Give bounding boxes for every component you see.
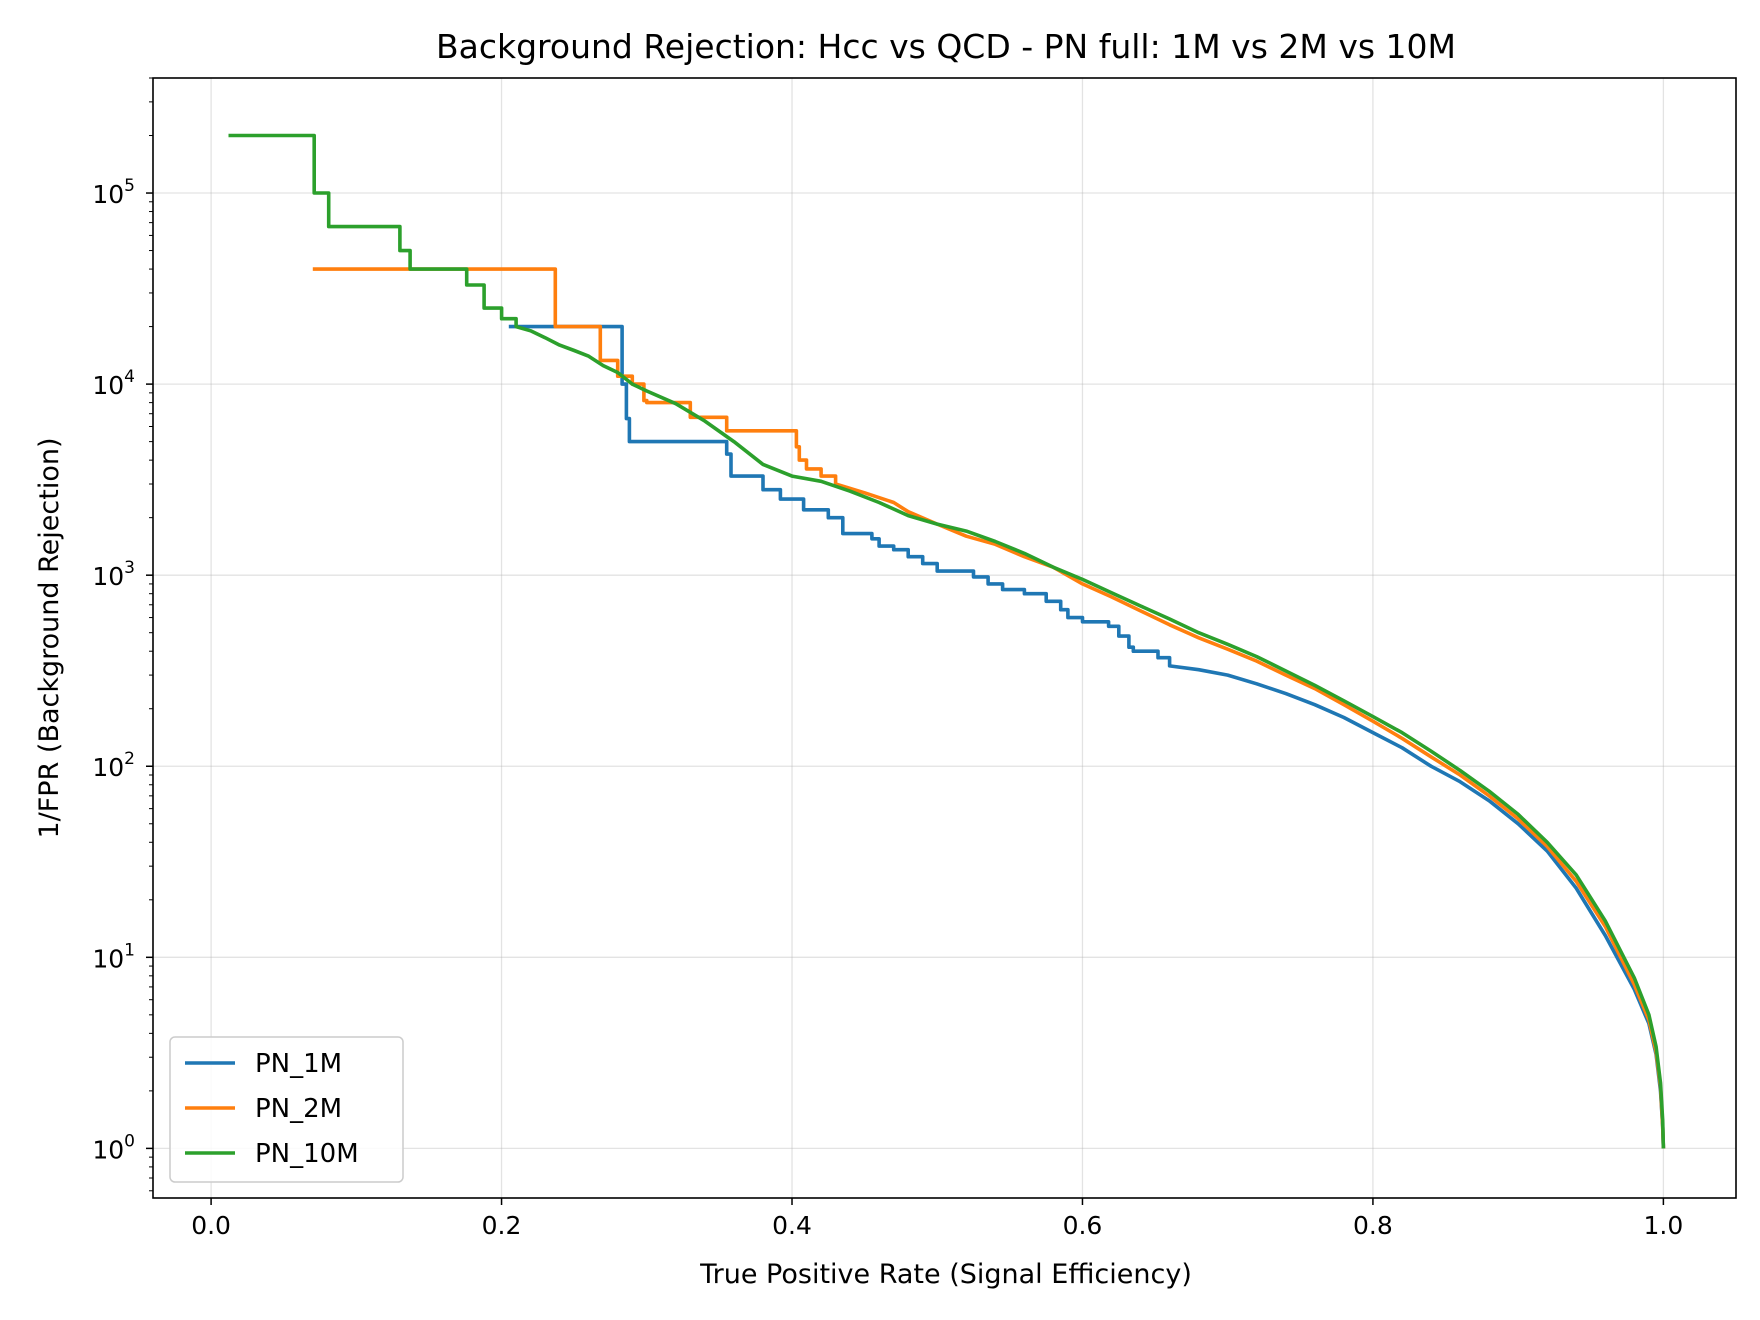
grid-lines bbox=[153, 78, 1736, 1198]
y-tick-base: 10 bbox=[92, 944, 124, 973]
y-tick-base: 10 bbox=[92, 1135, 124, 1164]
y-tick-exponent: 5 bbox=[124, 176, 135, 196]
y-tick-label: 102 bbox=[92, 749, 135, 782]
legend-label: PN_10M bbox=[255, 1139, 359, 1169]
y-tick-base: 10 bbox=[92, 753, 124, 782]
series-line-pn-2m bbox=[312, 267, 1666, 1149]
series-line-pn-1m bbox=[508, 324, 1666, 1149]
y-axis-label: 1/FPR (Background Rejection) bbox=[34, 438, 65, 839]
x-tick-label: 0.4 bbox=[772, 1211, 812, 1240]
y-tick-base: 10 bbox=[92, 562, 124, 591]
y-tick-exponent: 2 bbox=[124, 749, 135, 769]
x-tick-label: 1.0 bbox=[1644, 1211, 1684, 1240]
y-tick-exponent: 3 bbox=[124, 558, 135, 578]
x-tick-label: 0.8 bbox=[1353, 1211, 1393, 1240]
y-tick-label: 104 bbox=[92, 367, 135, 400]
legend: PN_1M PN_2M PN_10M bbox=[169, 1036, 404, 1183]
x-tick-label: 0.0 bbox=[191, 1211, 231, 1240]
legend-box bbox=[169, 1036, 404, 1183]
y-tick-exponent: 1 bbox=[124, 940, 135, 960]
x-axis-label: True Positive Rate (Signal Efficiency) bbox=[699, 1259, 1192, 1290]
x-tick-label: 0.2 bbox=[482, 1211, 522, 1240]
y-tick-base: 10 bbox=[92, 180, 124, 209]
series-line-pn-10m bbox=[228, 133, 1666, 1149]
x-tick-label: 0.6 bbox=[1063, 1211, 1103, 1240]
y-tick-label: 103 bbox=[92, 558, 135, 591]
y-tick-exponent: 0 bbox=[124, 1131, 135, 1151]
y-tick-label: 105 bbox=[92, 176, 135, 209]
series-lines bbox=[228, 133, 1666, 1149]
y-tick-base: 10 bbox=[92, 371, 124, 400]
y-tick-exponent: 4 bbox=[124, 367, 135, 387]
y-tick-label: 100 bbox=[92, 1131, 135, 1164]
y-tick-label: 101 bbox=[92, 940, 135, 973]
legend-label: PN_1M bbox=[255, 1049, 342, 1079]
legend-label: PN_2M bbox=[255, 1094, 342, 1124]
chart-title: Background Rejection: Hcc vs QCD - PN fu… bbox=[436, 27, 1456, 66]
plot-area-frame bbox=[152, 77, 1737, 1199]
